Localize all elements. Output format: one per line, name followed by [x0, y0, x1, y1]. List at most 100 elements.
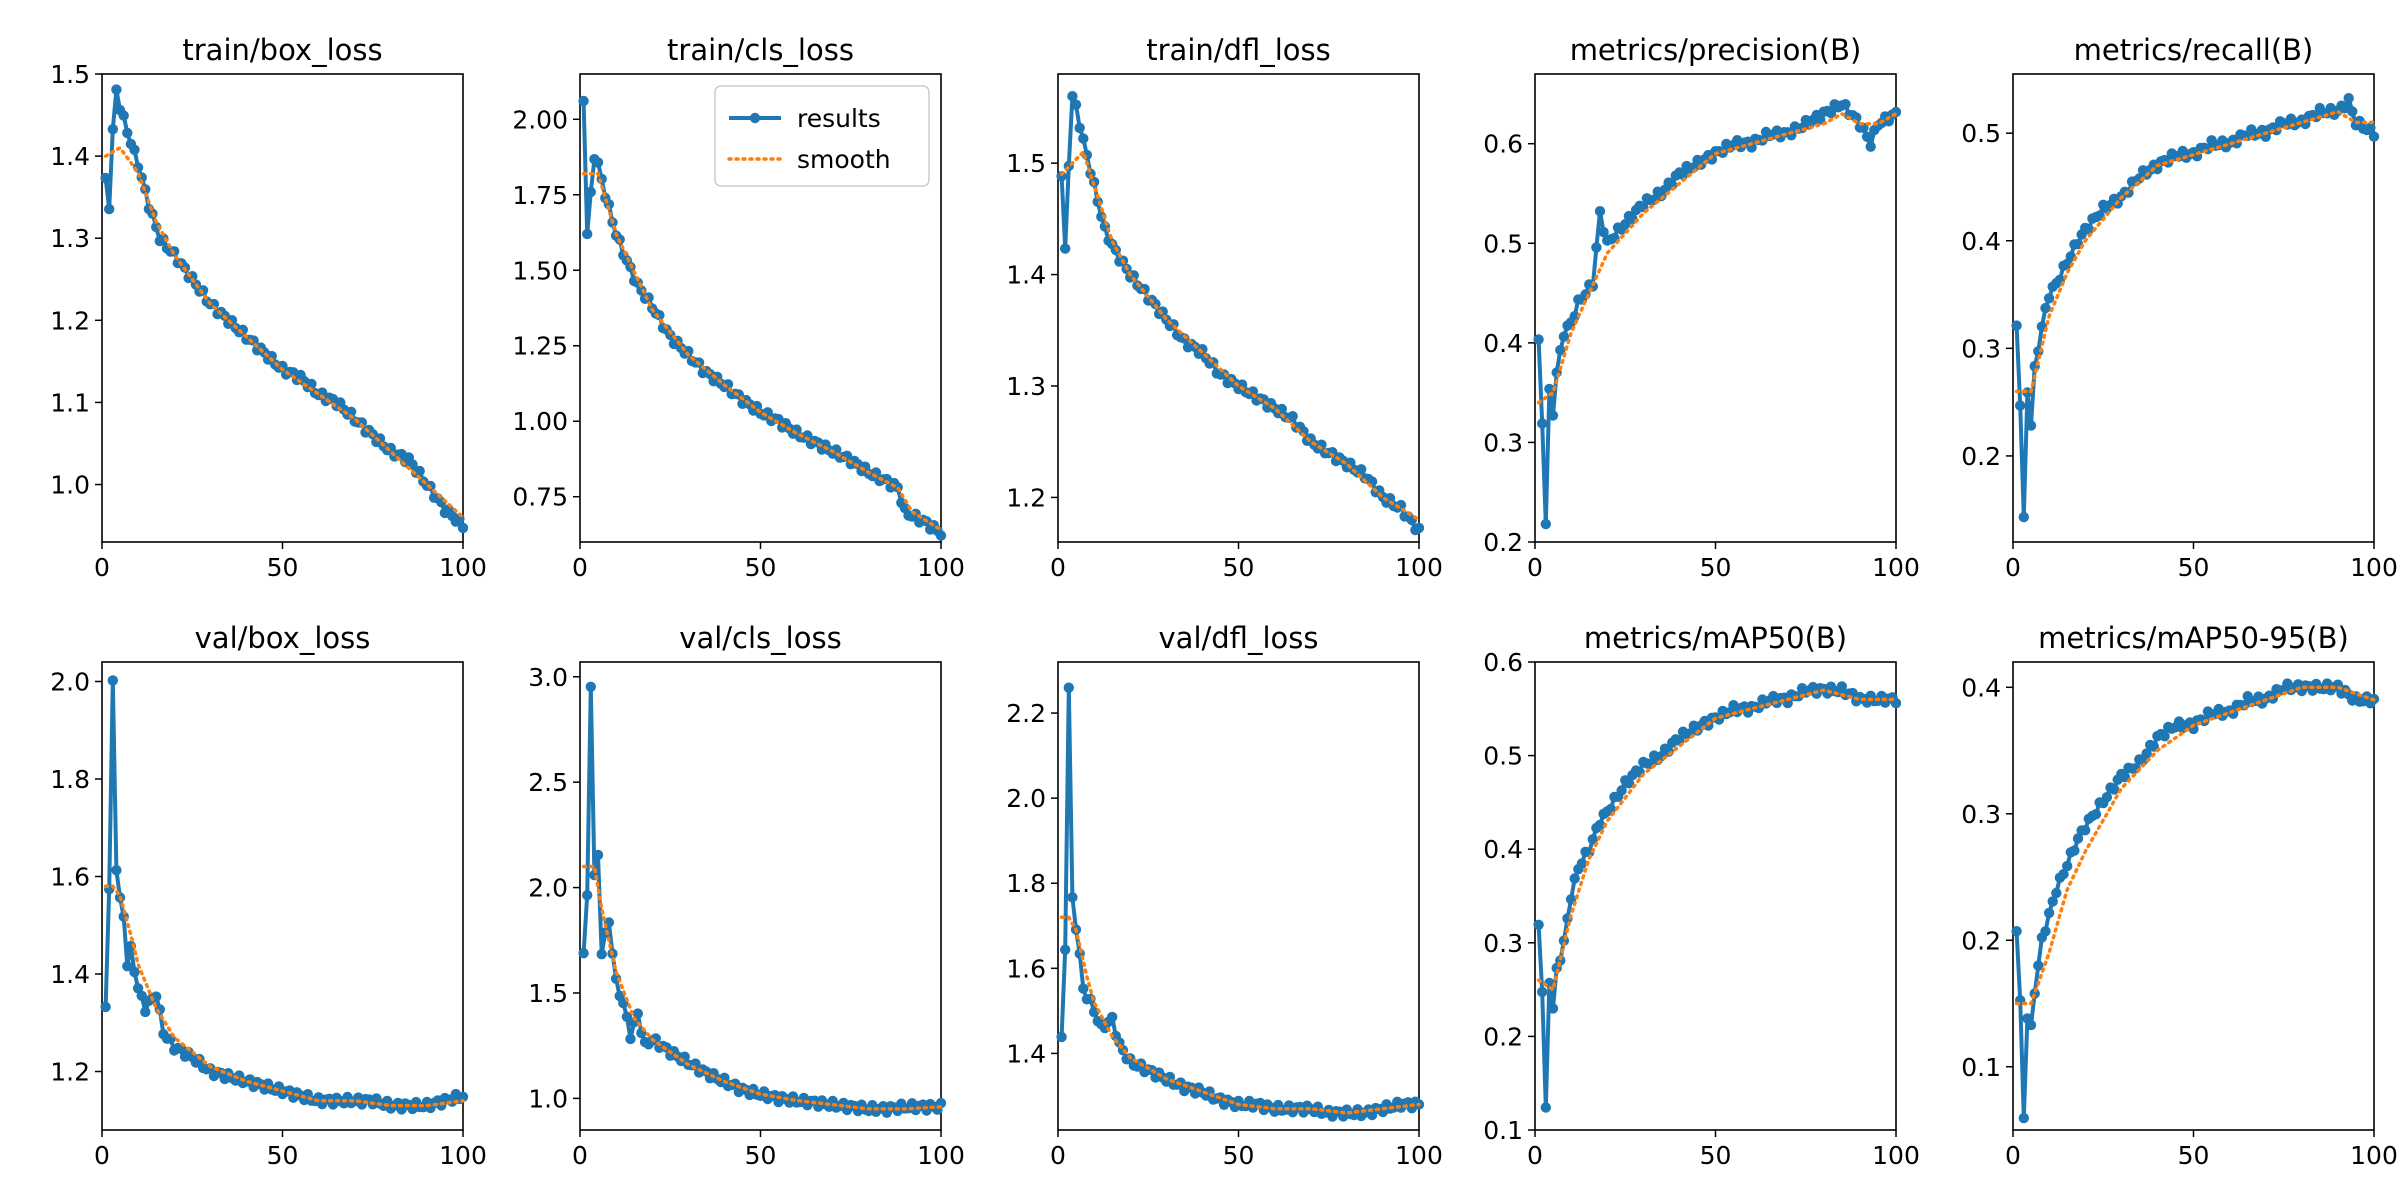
results-point: [1413, 522, 1425, 534]
x-tick-label: 50: [267, 1141, 299, 1170]
subplot-title: metrics/mAP50(B): [1584, 621, 1847, 655]
results-point: [1591, 242, 1602, 253]
legend: results smooth: [714, 85, 930, 187]
subplot-1: train/box_loss 0 50 100 1.0 1.1 1.2 1.3 1.4 1.5: [50, 33, 487, 582]
smooth-line: [1059, 148, 1421, 522]
y-tick-label: 1.0: [528, 1084, 568, 1113]
results-point: [129, 966, 140, 978]
results-point: [2018, 1112, 2030, 1124]
y-tick-label: 0.2: [1961, 442, 2001, 471]
results-point: [2159, 731, 2170, 742]
results-point: [2051, 887, 2062, 899]
results-point: [1537, 418, 1548, 429]
results-point: [248, 335, 259, 346]
x-tick-label: 50: [1700, 553, 1732, 582]
y-tick-label: 0.4: [1483, 329, 1523, 358]
results-point: [1060, 944, 1071, 955]
results-point: [2062, 860, 2073, 872]
x-tick-label: 100: [1872, 1141, 1920, 1170]
legend-results-marker: [749, 112, 761, 124]
subplot-title: train/dfl_loss: [1146, 33, 1330, 67]
subplot-title: val/box_loss: [195, 621, 371, 655]
results-point: [1078, 983, 1089, 994]
results-point: [2043, 293, 2055, 304]
y-tick-label: 1.5: [528, 979, 568, 1008]
results-point: [345, 406, 357, 417]
y-tick-label: 2.0: [50, 668, 90, 697]
results-point: [632, 1008, 643, 1019]
x-tick-label: 0: [1050, 1141, 1066, 1170]
y-tick-label: 0.2: [1483, 528, 1523, 557]
y-tick-label: 2.0: [1006, 784, 1046, 813]
results-point: [1533, 334, 1544, 345]
results-point: [140, 1006, 151, 1018]
y-tick-label: 1.50: [512, 256, 568, 285]
subplot-10: metrics/mAP50-95(B) 0 50 100 0.1 0.2 0.3 0.4: [1961, 621, 2398, 1170]
results-point: [1356, 464, 1367, 475]
y-tick-label: 0.3: [1483, 428, 1523, 457]
results-point: [1247, 386, 1259, 397]
results-point: [2368, 131, 2380, 142]
x-tick-label: 0: [1527, 1141, 1543, 1170]
smooth-line: [581, 864, 943, 1111]
y-tick-label: 1.8: [1006, 869, 1046, 898]
y-tick-label: 1.6: [1006, 954, 1046, 983]
legend-box: [714, 85, 930, 187]
results-point: [2141, 748, 2152, 759]
subplot-title: metrics/precision(B): [1570, 33, 1862, 67]
subplot-2: train/cls_loss 0 50 100 0.75 1.00 1.25 1.50 1.75…: [512, 33, 965, 582]
subplot-6: val/box_loss 0 50 100 1.2 1.4 1.6 1.8 2.0: [50, 621, 487, 1170]
results-point: [1616, 785, 1627, 796]
results-point: [414, 465, 425, 477]
y-tick-label: 1.3: [50, 224, 90, 253]
subplot-5: metrics/recall(B) 0 50 100 0.2 0.3 0.4 0.5: [1961, 33, 2398, 582]
results-point: [582, 890, 593, 901]
subplot-9: metrics/mAP50(B) 0 50 100 0.1 0.2 0.3 0.4 0.5 0.6: [1483, 621, 1920, 1170]
results-point: [118, 110, 129, 121]
results-point: [1544, 383, 1555, 395]
smooth-line: [1536, 111, 1898, 405]
y-tick-label: 0.3: [1961, 800, 2001, 829]
results-point: [107, 124, 119, 135]
results-point: [2011, 926, 2022, 937]
x-tick-label: 100: [1872, 553, 1920, 582]
y-tick-label: 0.4: [1961, 673, 2001, 702]
results-point: [935, 530, 947, 541]
y-tick-label: 1.4: [1006, 261, 1046, 290]
results-point: [111, 865, 122, 876]
plot-frame: [1057, 661, 1420, 1131]
results-point: [2025, 420, 2037, 431]
results-point: [1157, 306, 1168, 317]
results-point: [306, 378, 317, 390]
results-point: [2152, 163, 2163, 175]
results-point: [582, 228, 593, 240]
y-tick-label: 2.2: [1006, 699, 1046, 728]
y-tick-label: 0.3: [1961, 334, 2001, 363]
results-point: [122, 961, 133, 972]
x-tick-label: 100: [2350, 1141, 2398, 1170]
results-point: [1620, 219, 1631, 230]
results-point: [1594, 819, 1606, 831]
results-point: [1547, 410, 1559, 421]
results-point: [100, 1001, 111, 1013]
y-tick-label: 1.5: [1006, 149, 1046, 178]
results-point: [1060, 243, 1071, 254]
legend-smooth-label: smooth: [797, 145, 891, 174]
y-tick-label: 1.4: [1006, 1039, 1046, 1068]
y-tick-label: 1.5: [50, 60, 90, 89]
results-point: [1287, 411, 1298, 422]
results-point: [1537, 986, 1548, 998]
y-tick-label: 1.25: [512, 332, 568, 361]
results-point: [1623, 778, 1635, 789]
results-point: [1078, 133, 1089, 144]
x-tick-label: 100: [917, 1141, 965, 1170]
results-point: [2047, 896, 2058, 907]
y-tick-label: 0.75: [512, 483, 568, 512]
y-tick-label: 1.2: [50, 306, 90, 335]
results-point: [2101, 792, 2113, 803]
results-point: [1179, 333, 1190, 344]
results-point: [208, 298, 220, 310]
results-point: [457, 1091, 469, 1103]
x-tick-label: 100: [917, 553, 965, 582]
